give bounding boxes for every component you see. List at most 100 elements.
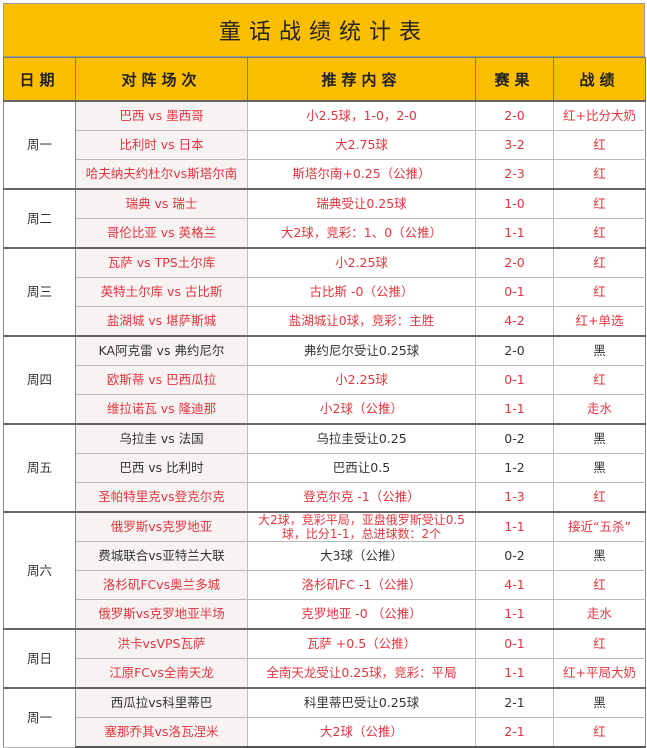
match-cell: 费城联合vs亚特兰大联 <box>75 541 248 571</box>
result-cell: 黑 <box>553 335 646 366</box>
result-cell: 红 <box>553 159 646 190</box>
result-cell: 走水 <box>553 599 646 630</box>
tip-cell: 瓦萨 +0.5（公推） <box>247 628 476 659</box>
table-row: 塞那乔其vs洛瓦涅米 大2球（公推） 2-1 红 <box>4 717 646 748</box>
score-cell: 1-3 <box>475 482 554 513</box>
score-cell: 4-1 <box>475 570 554 600</box>
score-cell: 2-3 <box>475 159 554 190</box>
stats-sheet: 童话战绩统计表 日期 对阵场次 推荐内容 赛果 战绩 周一 巴西 vs 墨西哥 小2… <box>3 3 646 748</box>
record-table: 日期 对阵场次 推荐内容 赛果 战绩 周一 巴西 vs 墨西哥 小2.5球，1-0，… <box>3 57 646 748</box>
match-cell: 瑞典 vs 瑞士 <box>75 188 248 219</box>
tip-cell: 科里蒂巴受让0.25球 <box>247 687 476 718</box>
day-cell: 周一 <box>3 100 76 190</box>
day-cell: 周六 <box>3 511 76 630</box>
score-cell: 1-0 <box>475 188 554 219</box>
match-cell: KA阿克雷 vs 弗约尼尔 <box>75 335 248 366</box>
tip-cell: 乌拉圭受让0.25 <box>247 423 476 454</box>
result-cell: 红 <box>553 482 646 513</box>
result-cell: 接近“五杀” <box>553 511 646 542</box>
result-cell: 黑 <box>553 687 646 718</box>
score-cell: 2-0 <box>475 100 554 131</box>
tip-cell: 大2球（公推） <box>247 717 476 748</box>
table-row: 圣帕特里克vs登克尔克 登克尔克 -1（公推） 1-3 红 <box>4 482 646 513</box>
score-cell: 0-1 <box>475 365 554 395</box>
tip-cell: 盐湖城让0球，竞彩：主胜 <box>247 306 476 337</box>
table-row: 俄罗斯vs克罗地亚半场 克罗地亚 -0 （公推） 1-1 走水 <box>4 599 646 630</box>
tip-cell: 弗约尼尔受让0.25球 <box>247 335 476 366</box>
match-cell: 俄罗斯vs克罗地亚半场 <box>75 599 248 630</box>
tip-cell: 瑞典受让0.25球 <box>247 188 476 219</box>
result-cell: 红 <box>553 717 646 748</box>
table-row: 江原FCvs全南天龙 全南天龙受让0.25球，竞彩：平局 1-1 红+平局大奶 <box>4 658 646 689</box>
header-match: 对阵场次 <box>75 57 248 102</box>
table-row: 周六 俄罗斯vs克罗地亚 大2球，竞彩平局，亚盘俄罗斯受让0.5球，比分1-1，总进… <box>3 511 646 630</box>
tip-cell: 小2.25球 <box>247 365 476 395</box>
table-row: 哥伦比亚 vs 英格兰 大2球，竞彩：1、0（公推） 1-1 红 <box>4 218 646 249</box>
table-row: 巴西 vs 比利时 巴西让0.5 1-2 黑 <box>4 453 646 483</box>
header-score: 赛果 <box>475 57 554 102</box>
header-date: 日期 <box>3 57 76 102</box>
result-cell: 红+平局大奶 <box>553 658 646 689</box>
table-row: 周一 西瓜拉vs科里蒂巴 科里蒂巴受让0.25球 2-1 黑 <box>3 687 646 748</box>
score-cell: 0-2 <box>475 423 554 454</box>
result-cell: 红 <box>553 188 646 219</box>
score-cell: 0-1 <box>475 628 554 659</box>
result-cell: 红 <box>553 218 646 249</box>
day-cell: 周二 <box>3 188 76 249</box>
header-row: 日期 对阵场次 推荐内容 赛果 战绩 <box>3 57 646 102</box>
tip-cell: 小2球（公推） <box>247 394 476 425</box>
score-cell: 2-1 <box>475 687 554 718</box>
score-cell: 0-2 <box>475 541 554 571</box>
table-row: 周五 乌拉圭 vs 法国 乌拉圭受让0.25 0-2 黑 <box>3 423 646 513</box>
tip-cell: 小2.25球 <box>247 247 476 278</box>
day-cell: 周一 <box>3 687 76 748</box>
match-cell: 巴西 vs 墨西哥 <box>75 100 248 131</box>
score-cell: 1-1 <box>475 394 554 425</box>
result-cell: 黑 <box>553 541 646 571</box>
day-cell: 周三 <box>3 247 76 337</box>
tip-cell: 登克尔克 -1（公推） <box>247 482 476 513</box>
result-cell: 红+比分大奶 <box>553 100 646 131</box>
match-cell: 英特土尔库 vs 古比斯 <box>75 277 248 307</box>
score-cell: 0-1 <box>475 277 554 307</box>
tip-cell: 巴西让0.5 <box>247 453 476 483</box>
match-cell: 哈夫纳夫约杜尔vs斯塔尔南 <box>75 159 248 190</box>
table-row: 周二 瑞典 vs 瑞士 瑞典受让0.25球 1-0 红 <box>3 188 646 249</box>
tip-cell: 斯塔尔南+0.25（公推） <box>247 159 476 190</box>
result-cell: 黑 <box>553 453 646 483</box>
match-cell: 塞那乔其vs洛瓦涅米 <box>75 717 248 748</box>
table-row: 维拉诺瓦 vs 隆迪那 小2球（公推） 1-1 走水 <box>4 394 646 425</box>
result-cell: 红 <box>553 570 646 600</box>
score-cell: 1-1 <box>475 218 554 249</box>
result-cell: 走水 <box>553 394 646 425</box>
match-cell: 维拉诺瓦 vs 隆迪那 <box>75 394 248 425</box>
match-cell: 比利时 vs 日本 <box>75 130 248 160</box>
table-row: 洛杉矶FCvs奥兰多城 洛杉矶FC -1（公推） 4-1 红 <box>4 570 646 600</box>
match-cell: 乌拉圭 vs 法国 <box>75 423 248 454</box>
score-cell: 1-1 <box>475 599 554 630</box>
result-cell: 红 <box>553 277 646 307</box>
score-cell: 1-2 <box>475 453 554 483</box>
tip-cell: 洛杉矶FC -1（公推） <box>247 570 476 600</box>
match-cell: 欧斯蒂 vs 巴西瓜拉 <box>75 365 248 395</box>
score-cell: 2-0 <box>475 335 554 366</box>
sheet-title: 童话战绩统计表 <box>3 3 645 57</box>
table-row: 周日 洪卡vsVPS瓦萨 瓦萨 +0.5（公推） 0-1 红 <box>3 628 646 689</box>
table-row: 费城联合vs亚特兰大联 大3球（公推） 0-2 黑 <box>4 541 646 571</box>
result-cell: 红 <box>553 365 646 395</box>
tip-cell: 大3球（公推） <box>247 541 476 571</box>
match-cell: 瓦萨 vs TPS土尔库 <box>75 247 248 278</box>
result-cell: 黑 <box>553 423 646 454</box>
table-row: 比利时 vs 日本 大2.75球 3-2 红 <box>4 130 646 160</box>
match-cell: 洛杉矶FCvs奥兰多城 <box>75 570 248 600</box>
table-row: 欧斯蒂 vs 巴西瓜拉 小2.25球 0-1 红 <box>4 365 646 395</box>
day-cell: 周四 <box>3 335 76 425</box>
tip-cell: 克罗地亚 -0 （公推） <box>247 599 476 630</box>
day-cell: 周日 <box>3 628 76 689</box>
result-cell: 红+单选 <box>553 306 646 337</box>
match-cell: 西瓜拉vs科里蒂巴 <box>75 687 248 718</box>
score-cell: 3-2 <box>475 130 554 160</box>
score-cell: 1-1 <box>475 658 554 689</box>
table-row: 周一 巴西 vs 墨西哥 小2.5球，1-0，2-0 2-0 红+比分大奶 <box>3 100 646 190</box>
header-tip: 推荐内容 <box>247 57 476 102</box>
